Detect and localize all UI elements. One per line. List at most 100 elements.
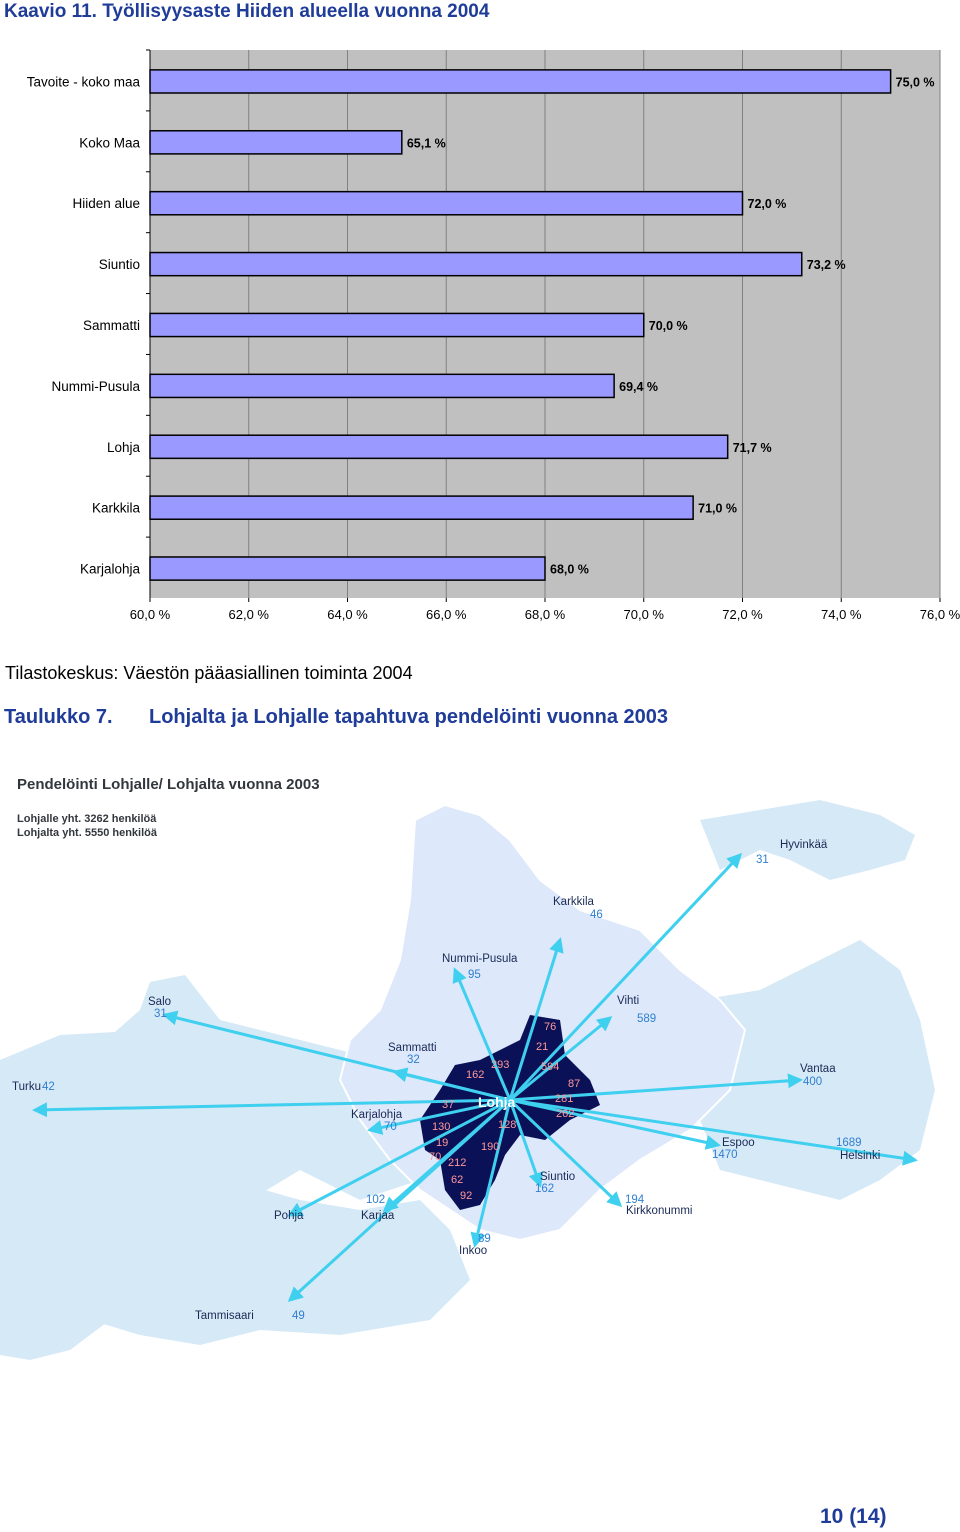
x-tick-label: 70,0 % xyxy=(624,607,665,622)
table-title: Taulukko 7. Lohjalta ja Lohjalle tapahtuv… xyxy=(4,706,668,729)
place-name: Vihti xyxy=(617,995,639,1007)
commute-arrow xyxy=(508,937,564,1101)
place-value: 42 xyxy=(42,1081,55,1093)
commute-arrow xyxy=(32,1098,511,1118)
place-name: Kirkkonummi xyxy=(626,1205,692,1217)
value-label: 71,0 % xyxy=(698,502,737,516)
value-label: 68,0 % xyxy=(550,563,589,577)
place-value: 89 xyxy=(478,1233,491,1245)
commute-arrow xyxy=(470,1099,512,1248)
land-northeast xyxy=(700,800,915,880)
map-subtitle-outbound: Lohjalta yht. 5550 henkilöä xyxy=(17,827,158,839)
inflow-value: 162 xyxy=(466,1069,484,1081)
place-value: 589 xyxy=(637,1013,656,1025)
x-tick-label: 66,0 % xyxy=(426,607,467,622)
commute-arrows xyxy=(32,852,918,1303)
place-value: 49 xyxy=(292,1310,305,1322)
source-note: Tilastokeskus: Väestön pääasiallinen toi… xyxy=(5,663,413,683)
inflow-value: 70 xyxy=(429,1151,441,1163)
inflow-value: 19 xyxy=(436,1137,448,1149)
category-label: Lohja xyxy=(107,440,141,455)
value-label: 73,2 % xyxy=(807,258,846,272)
category-label: Hiiden alue xyxy=(72,196,140,211)
category-label: Tavoite - koko maa xyxy=(27,74,141,89)
inflow-value: 594 xyxy=(541,1061,559,1073)
inflow-value: 21 xyxy=(536,1041,548,1053)
place-name: Nummi-Pusula xyxy=(442,953,518,965)
value-label: 70,0 % xyxy=(649,319,688,333)
map-subtitle-inbound: Lohjalle yht. 3262 henkilöä xyxy=(17,813,157,825)
inflow-value: 130 xyxy=(432,1121,450,1133)
map-title: Pendelöinti Lohjalle/ Lohjalta vuonna 20… xyxy=(17,776,320,793)
x-tick-label: 68,0 % xyxy=(525,607,566,622)
place-name: Karjalohja xyxy=(351,1109,403,1121)
chart-bars xyxy=(149,69,892,581)
place-name: Salo xyxy=(148,996,171,1008)
x-tick-label: 74,0 % xyxy=(821,607,862,622)
commute-arrow xyxy=(508,852,743,1102)
x-tick-label: 72,0 % xyxy=(722,607,763,622)
x-tick-label: 60,0 % xyxy=(130,607,171,622)
category-label: Nummi-Pusula xyxy=(51,379,140,394)
place-name: Pohja xyxy=(274,1210,304,1222)
place-value: 95 xyxy=(468,969,481,981)
inflow-value: 62 xyxy=(451,1174,463,1186)
commute-arrow xyxy=(509,1098,721,1150)
inflow-value: 76 xyxy=(544,1021,556,1033)
chart-title: Kaavio 11. Työllisyysaste Hiiden alueell… xyxy=(4,1,490,22)
inflow-value: 281 xyxy=(555,1093,573,1105)
chart-labels: 60,0 % 62,0 % 64,0 % 66,0 % 68,0 % 70,0 % 72,0… xyxy=(27,74,960,622)
place-name: Helsinki xyxy=(840,1150,880,1162)
bar xyxy=(149,69,892,94)
value-label: 65,1 % xyxy=(407,136,446,150)
place-name: Siuntio xyxy=(540,1171,575,1183)
commute-arrow xyxy=(392,1067,511,1102)
table-caption: Lohjalta ja Lohjalle tapahtuva pendelöin… xyxy=(149,706,668,728)
commute-arrow xyxy=(452,967,512,1101)
category-label: Siuntio xyxy=(99,257,140,272)
commute-arrow xyxy=(367,1098,511,1135)
place-name: Tammisaari xyxy=(195,1310,254,1322)
category-label: Koko Maa xyxy=(79,135,140,150)
map-center-label: Lohja xyxy=(478,1094,516,1110)
map-labels: Pendelöinti Lohjalle/ Lohjalta vuonna 20… xyxy=(12,776,880,1322)
x-tick-label: 76,0 % xyxy=(920,607,960,622)
commute-arrow xyxy=(287,1098,511,1217)
place-value: 46 xyxy=(590,909,603,921)
commute-arrow xyxy=(509,1016,613,1102)
commute-arrow xyxy=(508,1099,544,1188)
place-name: Vantaa xyxy=(800,1063,836,1075)
table-number: Taulukko 7. xyxy=(4,706,113,728)
place-name: Karkkila xyxy=(553,896,595,908)
bar xyxy=(149,556,546,581)
commuting-map: Pendelöinti Lohjalle/ Lohjalta vuonna 20… xyxy=(0,760,960,1400)
inflow-value: 37 xyxy=(442,1099,454,1111)
bar xyxy=(149,373,615,399)
place-value: 1689 xyxy=(836,1137,862,1149)
category-label: Karkkila xyxy=(92,501,141,516)
value-label: 69,4 % xyxy=(619,380,658,394)
bar xyxy=(149,434,729,460)
place-name: Espoo xyxy=(722,1137,755,1149)
bar xyxy=(149,251,803,277)
place-name: Turku xyxy=(12,1081,41,1093)
place-value: 32 xyxy=(407,1054,420,1066)
value-label: 75,0 % xyxy=(896,75,935,89)
place-name: Hyvinkää xyxy=(780,839,828,851)
place-value: 70 xyxy=(384,1121,397,1133)
inflow-value: 262 xyxy=(556,1108,574,1120)
land-east xyxy=(700,940,935,1200)
land-west xyxy=(0,975,420,1360)
commute-arrow xyxy=(509,1073,803,1102)
place-value: 31 xyxy=(154,1008,167,1020)
employment-rate-bar-chart: 60,0 % 62,0 % 64,0 % 66,0 % 68,0 % 70,0 % 72,0… xyxy=(27,49,960,622)
commute-arrow xyxy=(508,1098,623,1208)
inflow-value: 212 xyxy=(448,1157,466,1169)
value-label: 72,0 % xyxy=(748,197,787,211)
inflow-value: 92 xyxy=(460,1190,472,1202)
bar xyxy=(149,495,694,520)
bar xyxy=(149,190,744,216)
place-value: 400 xyxy=(803,1076,822,1088)
inflow-value: 190 xyxy=(481,1141,499,1153)
category-label: Sammatti xyxy=(83,318,140,333)
